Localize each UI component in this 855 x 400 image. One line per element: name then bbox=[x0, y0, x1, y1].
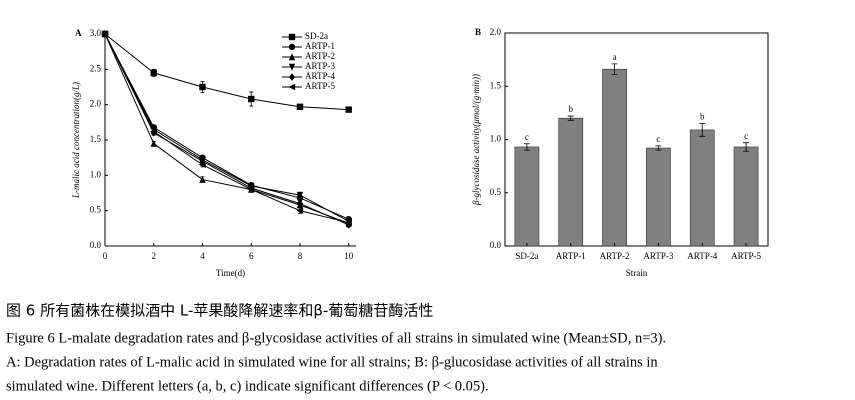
caption-title: 图 6 所有菌株在模拟酒中 L-苹果酸降解速率和β-葡萄糖苷酶活性 bbox=[6, 302, 433, 320]
marker bbox=[296, 199, 304, 208]
series-line bbox=[104, 33, 349, 220]
marker bbox=[344, 219, 352, 226]
marker bbox=[150, 139, 157, 147]
significance-letter: c bbox=[744, 131, 748, 141]
bar bbox=[689, 129, 715, 247]
x-tick-label: ARTP-4 bbox=[687, 251, 717, 261]
marker bbox=[296, 191, 304, 199]
series-line bbox=[104, 33, 349, 222]
significance-letter: c bbox=[525, 132, 529, 142]
marker bbox=[150, 69, 157, 77]
plot-frame bbox=[504, 32, 769, 247]
bar bbox=[514, 146, 540, 247]
x-tick-label: 4 bbox=[200, 251, 205, 261]
error-bar bbox=[567, 115, 574, 121]
marker bbox=[150, 128, 157, 135]
marker bbox=[296, 103, 304, 110]
y-tick-label: 1.5 bbox=[490, 80, 502, 90]
y-axis-label: β-glycosidase activity(μmol/(g·min)) bbox=[471, 74, 481, 206]
x-tick-label: ARTP-2 bbox=[600, 251, 630, 261]
series-line bbox=[104, 33, 349, 224]
marker bbox=[288, 43, 296, 51]
y-tick-label: 1.0 bbox=[490, 134, 502, 144]
marker bbox=[288, 73, 296, 81]
marker bbox=[198, 161, 206, 168]
legend-label: ARTP-4 bbox=[305, 71, 335, 81]
marker bbox=[247, 186, 255, 193]
error-bar bbox=[655, 145, 662, 151]
marker bbox=[296, 207, 304, 214]
x-tick-label: 10 bbox=[344, 251, 354, 261]
series-line bbox=[104, 33, 349, 226]
y-tick-label: 3.0 bbox=[90, 28, 102, 38]
y-tick-label: 0.0 bbox=[90, 240, 102, 250]
x-axis-label: Time(d) bbox=[216, 268, 245, 278]
marker bbox=[288, 83, 296, 91]
x-tick-label: ARTP-5 bbox=[731, 251, 761, 261]
series-line bbox=[104, 33, 349, 224]
error-bar bbox=[743, 142, 750, 152]
x-axis-label: Strain bbox=[626, 268, 648, 278]
marker bbox=[248, 95, 255, 103]
x-tick-label: 6 bbox=[249, 251, 254, 261]
x-tick-label: ARTP-1 bbox=[556, 251, 586, 261]
bar bbox=[646, 147, 671, 247]
y-tick-label: 1.5 bbox=[90, 134, 102, 144]
panel-label: A bbox=[75, 28, 82, 38]
panel-label: B bbox=[475, 27, 481, 37]
y-tick-label: 1.0 bbox=[90, 169, 102, 179]
significance-letter: c bbox=[656, 134, 660, 144]
legend-label: ARTP-5 bbox=[305, 81, 335, 91]
y-tick-label: 0.5 bbox=[490, 187, 502, 197]
y-tick-label: 2.0 bbox=[90, 99, 102, 109]
significance-letter: b bbox=[700, 112, 705, 122]
bar bbox=[602, 68, 627, 247]
significance-letter: a bbox=[613, 52, 617, 62]
y-axis-label: L-malic acid concentration(g/L) bbox=[71, 82, 81, 199]
bar bbox=[558, 117, 584, 247]
marker bbox=[199, 175, 206, 183]
caption-line: Figure 6 L-malate degradation rates and … bbox=[6, 330, 666, 346]
error-bar bbox=[699, 123, 706, 137]
marker bbox=[101, 30, 109, 38]
caption-line: simulated wine. Different letters (a, b,… bbox=[6, 378, 489, 394]
bar bbox=[733, 146, 759, 247]
legend-label: ARTP-1 bbox=[305, 41, 335, 51]
y-tick-label: 0.0 bbox=[490, 240, 502, 250]
x-tick-label: SD-2a bbox=[515, 251, 538, 261]
legend-label: ARTP-3 bbox=[305, 61, 335, 71]
significance-letter: b bbox=[569, 104, 574, 114]
x-tick-label: 8 bbox=[298, 251, 303, 261]
y-tick-label: 0.5 bbox=[90, 205, 102, 215]
caption-line: A: Degradation rates of L-malic acid in … bbox=[6, 354, 658, 370]
marker bbox=[199, 83, 206, 91]
error-bar bbox=[523, 143, 530, 151]
error-bar bbox=[611, 63, 618, 75]
marker bbox=[288, 63, 296, 71]
legend-label: SD-2a bbox=[305, 31, 328, 41]
x-tick-label: ARTP-3 bbox=[643, 251, 673, 261]
legend-label: ARTP-2 bbox=[305, 51, 335, 61]
y-tick-label: 2.5 bbox=[90, 63, 102, 73]
x-tick-label: 0 bbox=[103, 251, 108, 261]
series-line bbox=[104, 33, 349, 111]
marker bbox=[288, 33, 296, 41]
marker bbox=[288, 53, 296, 61]
y-tick-label: 2.0 bbox=[490, 27, 502, 37]
marker bbox=[345, 106, 352, 113]
x-tick-label: 2 bbox=[151, 251, 156, 261]
